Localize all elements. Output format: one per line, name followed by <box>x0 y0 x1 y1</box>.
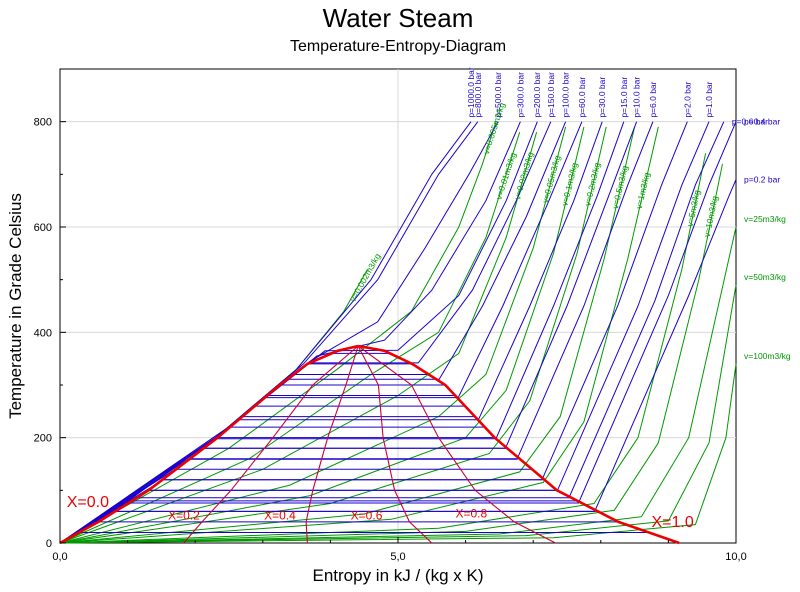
x-tick-label: 0,0 <box>52 551 67 563</box>
grid-lines <box>60 69 736 543</box>
isobar-label-p-500-0-bar: p=500.0 bar <box>493 72 503 118</box>
isobar-label-p-800-0-bar: p=800.0 bar <box>473 72 483 118</box>
isobar-label-p-6-0-bar: p=6.0 bar <box>648 81 658 117</box>
quality-line-x-0-4 <box>305 345 359 544</box>
isochore-v-50m3-kg <box>59 284 737 544</box>
x-tick-label: 5,0 <box>390 551 405 563</box>
quality-lines <box>183 345 556 544</box>
dome-label-x-0-6: X=0.6 <box>351 508 383 522</box>
isobar-p-15-0-bar <box>59 121 625 544</box>
isobar-label-p-150-0-bar: p=150.0 bar <box>546 72 556 118</box>
isobar-p-10-0-bar <box>59 121 638 544</box>
isochore-label-v-0-005m3-kg: v=0.005m3/kg <box>481 101 507 155</box>
isochore-label-v-0-002m3-kg: v=0.002m3/kg <box>348 251 383 303</box>
dome-label-x-0-8: X=0.8 <box>455 507 487 521</box>
saturated-liquid-line <box>59 344 359 545</box>
chart-title: Water Steam <box>323 3 474 33</box>
dome-label-x-0-4: X=0.4 <box>264 508 296 522</box>
isochore-v-0-05m3-kg <box>59 126 567 544</box>
isochore-v-25m3-kg <box>59 226 737 544</box>
isochore-label-v-10m3-kg: v=10m3/kg <box>702 195 720 238</box>
isochore-label-v-0-05m3-kg: v=0.05m3/kg <box>540 154 562 204</box>
isochore-label-v-25m3-kg: v=25m3/kg <box>744 214 786 224</box>
isobar-label-p-10-0-bar: p=10.0 bar <box>632 77 642 118</box>
isobar-label-p-200-0-bar: p=200.0 bar <box>532 72 542 118</box>
y-tick-label: 0 <box>46 538 52 550</box>
isochore-v-0-2m3-kg <box>59 126 607 544</box>
isobar-label-p-0-2-bar: p=0.2 bar <box>744 175 780 185</box>
isobar-label-p-0-6-bar: p=0.6 bar <box>732 117 768 127</box>
x-tick-label: 10,0 <box>725 551 746 563</box>
isotherm-lines <box>79 352 649 533</box>
y-axis-label: Temperature in Grade Celsius <box>6 193 25 419</box>
saturated-vapor-line <box>357 344 680 545</box>
isobar-label-p-1000-0-bar: p=1000.0 bar <box>466 67 476 118</box>
quality-line-x-0-8 <box>357 345 556 544</box>
isochore-v-100m3-kg <box>59 363 737 544</box>
quality-line-x-0-6 <box>357 345 433 544</box>
isobar-label-p-100-0-bar: p=100.0 bar <box>561 72 571 118</box>
isochore-label-v-1m3-kg: v=1m3/kg <box>634 171 652 210</box>
isobar-label-p-0-4-bar: p=0.4 bar <box>744 117 780 127</box>
y-tick-label: 400 <box>34 327 52 339</box>
isobar-p-30-0-bar <box>59 121 603 544</box>
chart-subtitle: Temperature-Entropy-Diagram <box>290 38 506 55</box>
isobar-label-p-60-0-bar: p=60.0 bar <box>577 77 587 118</box>
isochore-v-0-01m3-kg <box>59 132 521 544</box>
isochore-lines <box>59 121 737 544</box>
isochore-v-5m3-kg <box>59 153 707 544</box>
quality-line-x-0-2 <box>183 345 359 544</box>
isochore-label-v-50m3-kg: v=50m3/kg <box>744 272 786 282</box>
isobar-label-p-30-0-bar: p=30.0 bar <box>597 77 607 118</box>
isobar-label-p-300-0-bar: p=300.0 bar <box>515 72 525 118</box>
isochore-label-v-5m3-kg: v=5m3/kg <box>685 189 702 228</box>
dome-label-x-1-0: X=1.0 <box>652 514 694 531</box>
y-tick-label: 800 <box>34 117 52 129</box>
isochore-v-1m3-kg <box>59 126 659 544</box>
curve-labels: X=0.0 X=0.2 X=0.4 X=0.6 X=0.8 X=1.0 p=1000.0 b… <box>67 67 791 531</box>
isobar-p-6-0-bar <box>59 121 654 544</box>
axis-ticks: 0 200 400 600 800 0,0 5,0 10,0 <box>34 68 747 563</box>
isobar-label-p-15-0-bar: p=15.0 bar <box>619 77 629 118</box>
saturation-curve <box>59 344 680 545</box>
isobar-label-p-2-0-bar: p=2.0 bar <box>682 81 692 117</box>
y-tick-label: 200 <box>34 433 52 445</box>
x-axis-label: Entropy in kJ / (kg x K) <box>313 566 484 585</box>
dome-label-x-0-2: X=0.2 <box>168 508 200 522</box>
y-tick-label: 600 <box>34 222 52 234</box>
isobar-label-p-1-0-bar: p=1.0 bar <box>704 81 714 117</box>
dome-label-x-0-0: X=0.0 <box>67 494 109 511</box>
isochore-label-v-100m3-kg: v=100m3/kg <box>744 351 791 361</box>
